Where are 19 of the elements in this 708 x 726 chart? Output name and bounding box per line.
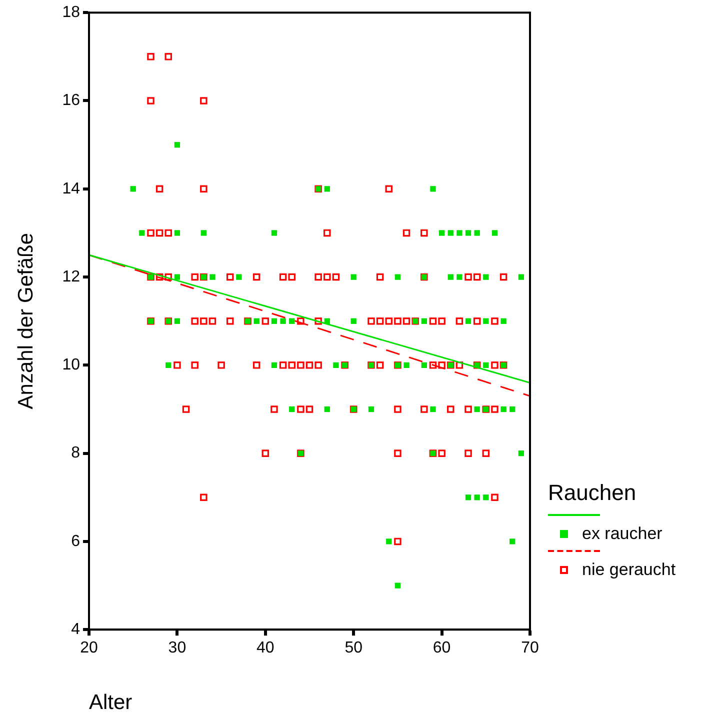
y-tick-label: 8: [71, 444, 80, 462]
y-tick-label: 18: [62, 4, 80, 22]
y-tick-label: 12: [62, 268, 80, 286]
x-tick-label: 70: [521, 640, 539, 657]
y-tick-label: 16: [62, 92, 80, 110]
y-tick-label: 14: [62, 180, 80, 198]
x-tick-label: 60: [432, 640, 451, 657]
y-tick-label: 6: [71, 532, 80, 550]
x-tick-label: 40: [256, 640, 274, 657]
x-tick-label: 20: [80, 640, 98, 657]
x-axis-title: Alter: [88, 691, 132, 714]
y-tick-label: 10: [62, 356, 80, 374]
legend-title: Rauchen: [548, 480, 638, 506]
legend-label: ex raucher: [582, 524, 662, 544]
x-tick-label: 30: [168, 640, 186, 657]
y-axis-title: Anzahl der Gefäße: [14, 232, 38, 410]
legend-label: nie geraucht: [582, 560, 676, 580]
y-tick-label: 4: [71, 621, 80, 638]
x-tick-label: 50: [344, 640, 363, 657]
